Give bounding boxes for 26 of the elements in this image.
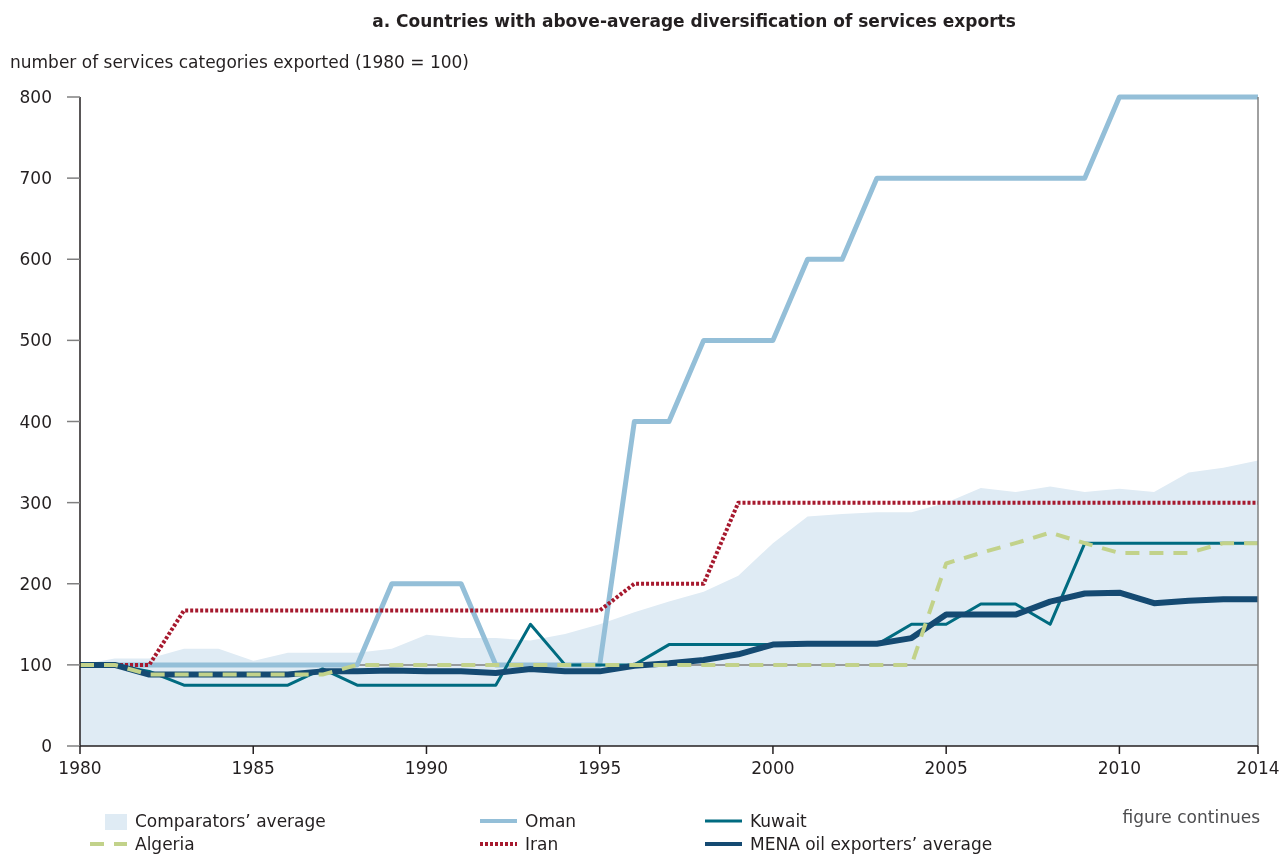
y-tick-label: 600 [19, 249, 52, 270]
x-tick-label: 1980 [58, 758, 102, 778]
y-axis-title: number of services categories exported (1980 = 100) [10, 52, 469, 72]
y-tick-label: 400 [19, 411, 52, 432]
legend-label: Comparators’ average [135, 811, 326, 831]
y-tick-label: 800 [19, 87, 52, 107]
legend-label: Kuwait [750, 811, 808, 831]
x-tick-label: 2005 [924, 758, 968, 778]
x-tick-label: 2014 [1236, 758, 1280, 778]
x-tick-label: 1990 [404, 758, 449, 778]
y-tick-label: 0 [41, 736, 52, 756]
legend-label: Iran [525, 834, 559, 854]
x-tick-label: 2010 [1097, 758, 1142, 778]
legend-label: Algeria [135, 834, 195, 854]
chart-title: a. Countries with above-average diversification of services exports [372, 11, 1016, 31]
y-tick-label: 500 [19, 330, 52, 351]
y-tick-label: 300 [19, 492, 52, 513]
x-tick-label: 1995 [578, 758, 622, 778]
y-tick-label: 700 [19, 168, 52, 189]
y-tick-label: 100 [19, 654, 52, 675]
text: figure continues [1122, 807, 1261, 827]
x-tick-label: 1985 [231, 758, 275, 778]
legend-label: Oman [525, 811, 577, 831]
y-tick-label: 200 [19, 573, 52, 594]
x-tick-label: 2000 [751, 758, 795, 778]
legend-label: MENA oil exporters’ average [750, 834, 993, 854]
